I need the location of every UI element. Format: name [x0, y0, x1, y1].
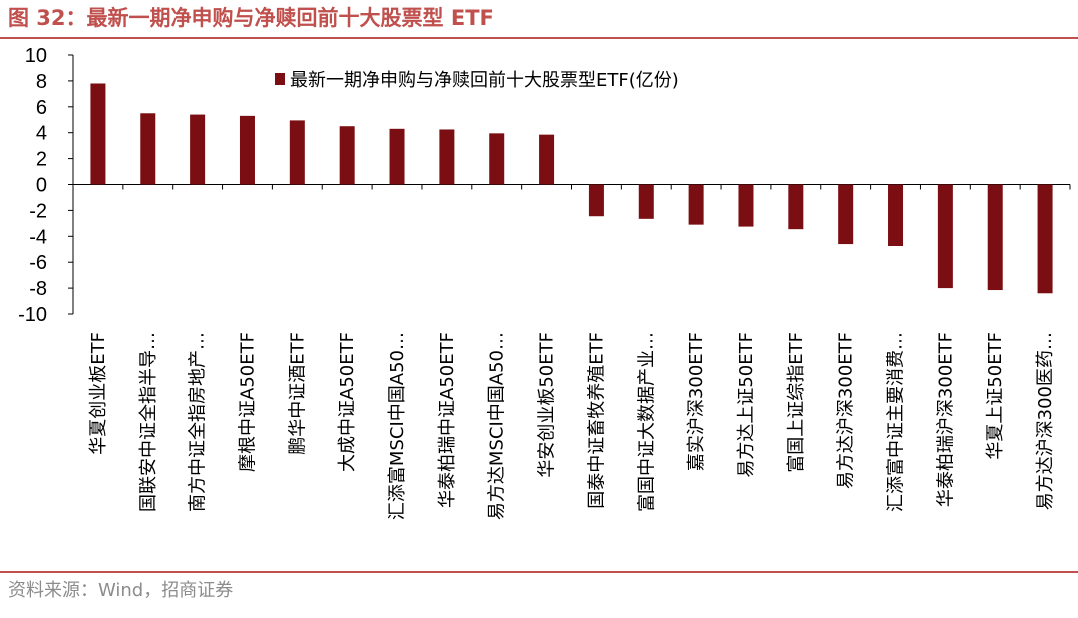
bar — [339, 126, 355, 185]
y-tick-label: 8 — [36, 71, 47, 93]
category-label: 富国上证综指ETF — [786, 332, 807, 473]
bar — [838, 184, 854, 245]
bar — [888, 184, 904, 247]
category-label: 国泰中证畜牧养殖ETF — [585, 332, 607, 509]
figure-title: 图 32：最新一期净申购与净赎回前十大股票型 ETF — [8, 6, 494, 30]
bar — [439, 129, 455, 185]
bar — [638, 184, 654, 219]
bar-chart: 10 8 6 4 2 0 -2 -4 -6 -8 -10 华夏创业板ETF 国联安中证全指半导… 南方中… — [18, 45, 1071, 520]
category-label: 华泰柏瑞中证A50ETF — [437, 332, 458, 508]
category-labels: 华夏创业板ETF 国联安中证全指半导… 南方中证全指房地产… 摩根中证A50ETF 鹏华… — [88, 332, 1056, 520]
category-label: 易方达沪深300医药… — [1035, 332, 1056, 510]
bar — [788, 184, 804, 230]
bar — [688, 184, 704, 225]
category-label: 易方达沪深300ETF — [836, 332, 857, 489]
category-label: 嘉实沪深300ETF — [686, 332, 707, 471]
category-label: 富国中证大数据产业… — [636, 332, 657, 512]
category-label: 摩根中证A50ETF — [237, 332, 258, 472]
y-tick-label: -4 — [29, 226, 47, 248]
bar — [738, 184, 754, 227]
bar — [190, 114, 206, 185]
bar — [539, 134, 555, 185]
source-note: 资料来源：Wind，招商证券 — [8, 580, 234, 601]
bar — [389, 128, 405, 185]
y-tick-label: 2 — [36, 149, 47, 171]
category-label: 华夏创业板ETF — [88, 332, 109, 455]
category-label: 汇添富中证主要消费… — [886, 332, 907, 512]
legend: 最新一期净申购与净赎回前十大股票型ETF(亿份) — [275, 70, 679, 91]
y-tick-label: 0 — [36, 175, 47, 197]
bar — [90, 83, 106, 185]
y-tick-label: -8 — [29, 278, 47, 300]
category-label: 华夏上证50ETF — [985, 332, 1006, 460]
y-tick-label: 6 — [36, 97, 47, 119]
bar-series — [90, 83, 1053, 294]
bar — [987, 184, 1003, 291]
category-label: 大成中证A50ETF — [337, 332, 358, 472]
bar — [289, 120, 305, 185]
bar — [489, 133, 505, 185]
category-label: 易方达MSCI中国A50… — [487, 332, 508, 520]
category-label: 华泰柏瑞沪深300ETF — [935, 332, 956, 507]
bar — [588, 184, 604, 217]
legend-label: 最新一期净申购与净赎回前十大股票型ETF(亿份) — [290, 70, 679, 91]
category-label: 易方达上证50ETF — [736, 332, 757, 478]
title-divider — [0, 37, 1078, 39]
category-label: 华安创业板50ETF — [537, 332, 558, 478]
footer-divider — [0, 571, 1078, 573]
bar — [1037, 184, 1053, 294]
y-tick-label: 10 — [25, 45, 47, 67]
category-label: 汇添富MSCI中国A50… — [387, 332, 408, 520]
y-axis: 10 8 6 4 2 0 -2 -4 -6 -8 -10 — [18, 45, 74, 326]
y-tick-label: -6 — [29, 252, 47, 274]
bar — [937, 184, 953, 289]
bar — [239, 115, 255, 185]
category-label: 鹏华中证酒ETF — [287, 332, 308, 455]
y-tick-label: -10 — [18, 304, 47, 326]
category-label: 南方中证全指房地产… — [188, 332, 209, 512]
bar — [140, 113, 156, 185]
legend-swatch — [275, 73, 285, 85]
x-axis — [72, 184, 1071, 190]
y-tick-label: 4 — [36, 123, 47, 145]
category-label: 国联安中证全指半导… — [138, 332, 159, 512]
y-tick-label: -2 — [29, 200, 47, 222]
